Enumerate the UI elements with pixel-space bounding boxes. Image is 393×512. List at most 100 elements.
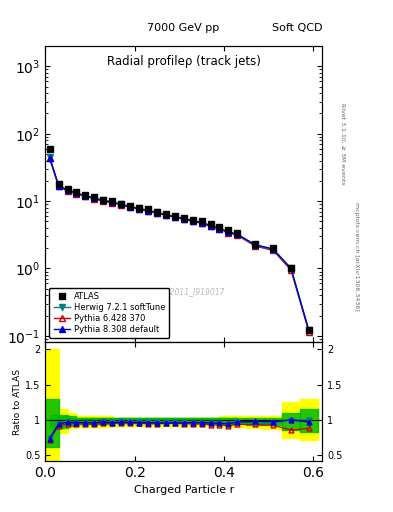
ATLAS <box>271 245 275 251</box>
Pythia 8.308 default <box>128 204 132 210</box>
Pythia 8.308 default <box>65 187 70 193</box>
Text: Rivet 3.1.10, ≥ 3M events: Rivet 3.1.10, ≥ 3M events <box>340 102 345 184</box>
Herwig 7.2.1 softTune <box>182 216 186 222</box>
ATLAS <box>199 218 204 224</box>
Herwig 7.2.1 softTune <box>190 218 195 224</box>
Pythia 6.428 370 <box>119 202 123 208</box>
Herwig 7.2.1 softTune <box>83 193 88 199</box>
ATLAS <box>128 203 132 209</box>
Herwig 7.2.1 softTune <box>119 201 123 207</box>
Pythia 6.428 370 <box>226 229 231 236</box>
Pythia 8.308 default <box>208 223 213 229</box>
ATLAS <box>307 327 311 333</box>
Pythia 8.308 default <box>182 216 186 222</box>
Herwig 7.2.1 softTune <box>128 203 132 209</box>
Text: mcplots.cern.ch [arXiv:1306.3436]: mcplots.cern.ch [arXiv:1306.3436] <box>354 202 359 310</box>
Pythia 8.308 default <box>217 226 222 232</box>
Herwig 7.2.1 softTune <box>92 195 97 201</box>
Pythia 6.428 370 <box>235 232 240 239</box>
Pythia 6.428 370 <box>253 243 257 249</box>
Herwig 7.2.1 softTune <box>47 154 52 160</box>
Pythia 6.428 370 <box>173 214 177 220</box>
Pythia 8.308 default <box>226 229 231 235</box>
Pythia 6.428 370 <box>101 198 106 204</box>
Line: ATLAS: ATLAS <box>46 145 312 334</box>
ATLAS <box>92 194 97 200</box>
Pythia 6.428 370 <box>154 210 159 216</box>
Pythia 6.428 370 <box>288 267 293 273</box>
ATLAS <box>137 204 141 210</box>
ATLAS <box>182 215 186 221</box>
Line: Herwig 7.2.1 softTune: Herwig 7.2.1 softTune <box>47 154 312 333</box>
ATLAS <box>235 230 240 237</box>
Text: Radial profileρ (track jets): Radial profileρ (track jets) <box>107 55 261 68</box>
ATLAS <box>154 208 159 215</box>
Herwig 7.2.1 softTune <box>146 207 151 214</box>
ATLAS <box>56 181 61 187</box>
ATLAS <box>83 191 88 198</box>
Text: ATLAS_2011_I919017: ATLAS_2011_I919017 <box>143 287 225 296</box>
Herwig 7.2.1 softTune <box>199 220 204 226</box>
Y-axis label: Ratio to ATLAS: Ratio to ATLAS <box>13 369 22 435</box>
ATLAS <box>110 198 115 204</box>
Pythia 8.308 default <box>253 242 257 248</box>
Line: Pythia 8.308 default: Pythia 8.308 default <box>47 155 312 333</box>
Herwig 7.2.1 softTune <box>101 197 106 203</box>
Herwig 7.2.1 softTune <box>307 327 311 333</box>
Pythia 6.428 370 <box>163 212 168 218</box>
Pythia 8.308 default <box>101 198 106 204</box>
Pythia 6.428 370 <box>307 329 311 335</box>
Pythia 8.308 default <box>92 195 97 201</box>
Herwig 7.2.1 softTune <box>137 205 141 211</box>
Pythia 8.308 default <box>235 231 240 238</box>
Pythia 6.428 370 <box>146 208 151 214</box>
Herwig 7.2.1 softTune <box>217 226 222 232</box>
Pythia 6.428 370 <box>47 155 52 161</box>
Herwig 7.2.1 softTune <box>154 209 159 216</box>
ATLAS <box>190 217 195 223</box>
Pythia 6.428 370 <box>208 223 213 229</box>
Herwig 7.2.1 softTune <box>235 231 240 238</box>
Pythia 8.308 default <box>199 220 204 226</box>
Herwig 7.2.1 softTune <box>288 265 293 271</box>
ATLAS <box>173 212 177 219</box>
Pythia 8.308 default <box>154 210 159 216</box>
Herwig 7.2.1 softTune <box>173 214 177 220</box>
Pythia 6.428 370 <box>83 193 88 199</box>
Pythia 8.308 default <box>137 206 141 212</box>
Pythia 8.308 default <box>307 327 311 333</box>
Herwig 7.2.1 softTune <box>56 182 61 188</box>
Pythia 8.308 default <box>119 201 123 207</box>
Pythia 8.308 default <box>110 199 115 205</box>
Pythia 8.308 default <box>190 218 195 224</box>
ATLAS <box>288 265 293 271</box>
Pythia 6.428 370 <box>190 218 195 224</box>
Pythia 6.428 370 <box>65 188 70 194</box>
Herwig 7.2.1 softTune <box>163 211 168 218</box>
Pythia 6.428 370 <box>271 247 275 253</box>
ATLAS <box>119 200 123 206</box>
Legend: ATLAS, Herwig 7.2.1 softTune, Pythia 6.428 370, Pythia 8.308 default: ATLAS, Herwig 7.2.1 softTune, Pythia 6.4… <box>50 288 169 338</box>
Herwig 7.2.1 softTune <box>74 190 79 197</box>
ATLAS <box>65 186 70 193</box>
Pythia 8.308 default <box>56 182 61 188</box>
Pythia 6.428 370 <box>56 183 61 189</box>
Herwig 7.2.1 softTune <box>65 187 70 193</box>
Pythia 6.428 370 <box>128 204 132 210</box>
ATLAS <box>208 221 213 227</box>
Pythia 6.428 370 <box>182 216 186 222</box>
Herwig 7.2.1 softTune <box>253 242 257 248</box>
Pythia 8.308 default <box>146 207 151 214</box>
Pythia 8.308 default <box>288 265 293 271</box>
Text: Soft QCD: Soft QCD <box>272 23 322 33</box>
Text: 7000 GeV pp: 7000 GeV pp <box>147 23 219 33</box>
X-axis label: Charged Particle r: Charged Particle r <box>134 485 234 495</box>
Pythia 8.308 default <box>47 155 52 161</box>
Pythia 6.428 370 <box>217 226 222 232</box>
Pythia 6.428 370 <box>92 196 97 202</box>
ATLAS <box>74 189 79 196</box>
Pythia 6.428 370 <box>199 220 204 226</box>
Pythia 8.308 default <box>271 246 275 252</box>
ATLAS <box>217 224 222 230</box>
Herwig 7.2.1 softTune <box>271 247 275 253</box>
